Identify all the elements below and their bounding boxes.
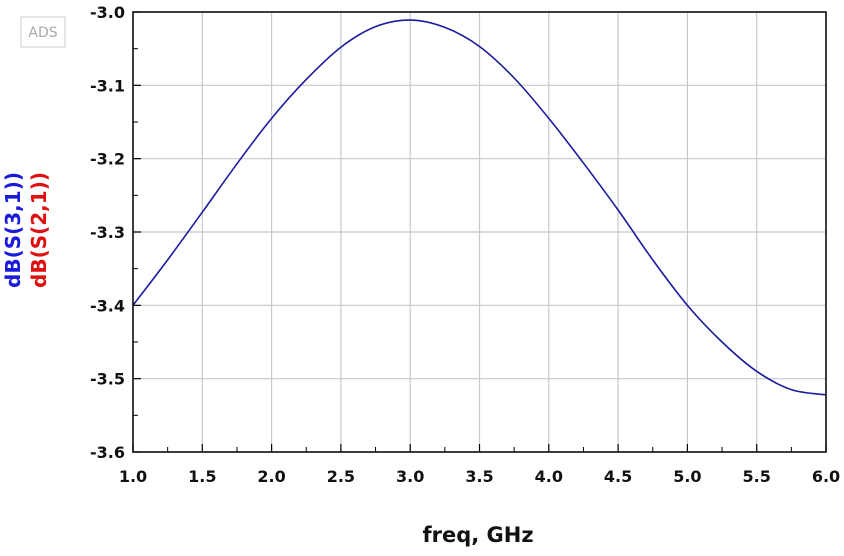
y-axis-title-1-group: dB(S(3,1)) [1, 172, 25, 288]
y-tick-labels: -3.0 -3.1 -3.2 -3.3 -3.4 -3.5 -3.6 [90, 3, 125, 462]
y-tick-label: -3.1 [90, 76, 125, 95]
x-tick-label: 2.0 [257, 467, 285, 486]
y-tick-label: -3.3 [90, 223, 125, 242]
y-tick-label: -3.6 [90, 443, 125, 462]
ads-logo: ADS [20, 16, 66, 48]
y-tick-label: -3.0 [90, 3, 125, 22]
grid [132, 11, 827, 453]
x-tick-label: 4.5 [604, 467, 632, 486]
x-tick-labels: 1.0 1.5 2.0 2.5 3.0 3.5 4.0 4.5 5.0 5.5 6.0 [119, 467, 840, 486]
y-tick-label: -3.5 [90, 370, 125, 389]
y-tick-label: -3.2 [90, 150, 125, 169]
x-tick-label: 5.0 [673, 467, 701, 486]
y-tick-label: -3.4 [90, 296, 125, 315]
y-axis-title-2: dB(S(2,1)) [27, 172, 51, 288]
x-tick-label: 3.5 [465, 467, 493, 486]
x-tick-label: 3.0 [396, 467, 424, 486]
x-tick-label: 1.0 [119, 467, 147, 486]
series-group [132, 19, 827, 396]
series-line [132, 19, 827, 396]
x-tick-label: 4.0 [535, 467, 563, 486]
plot-frame [132, 11, 827, 453]
x-axis-title: freq, GHz [422, 523, 533, 547]
y-axis-title-2-group: dB(S(2,1)) [27, 172, 51, 288]
x-tick-label: 5.5 [743, 467, 771, 486]
x-tick-label: 1.5 [188, 467, 216, 486]
x-tick-label: 2.5 [327, 467, 355, 486]
ads-logo-text: ADS [28, 25, 57, 41]
x-tick-label: 6.0 [812, 467, 840, 486]
y-axis-title-1: dB(S(3,1)) [1, 172, 25, 288]
